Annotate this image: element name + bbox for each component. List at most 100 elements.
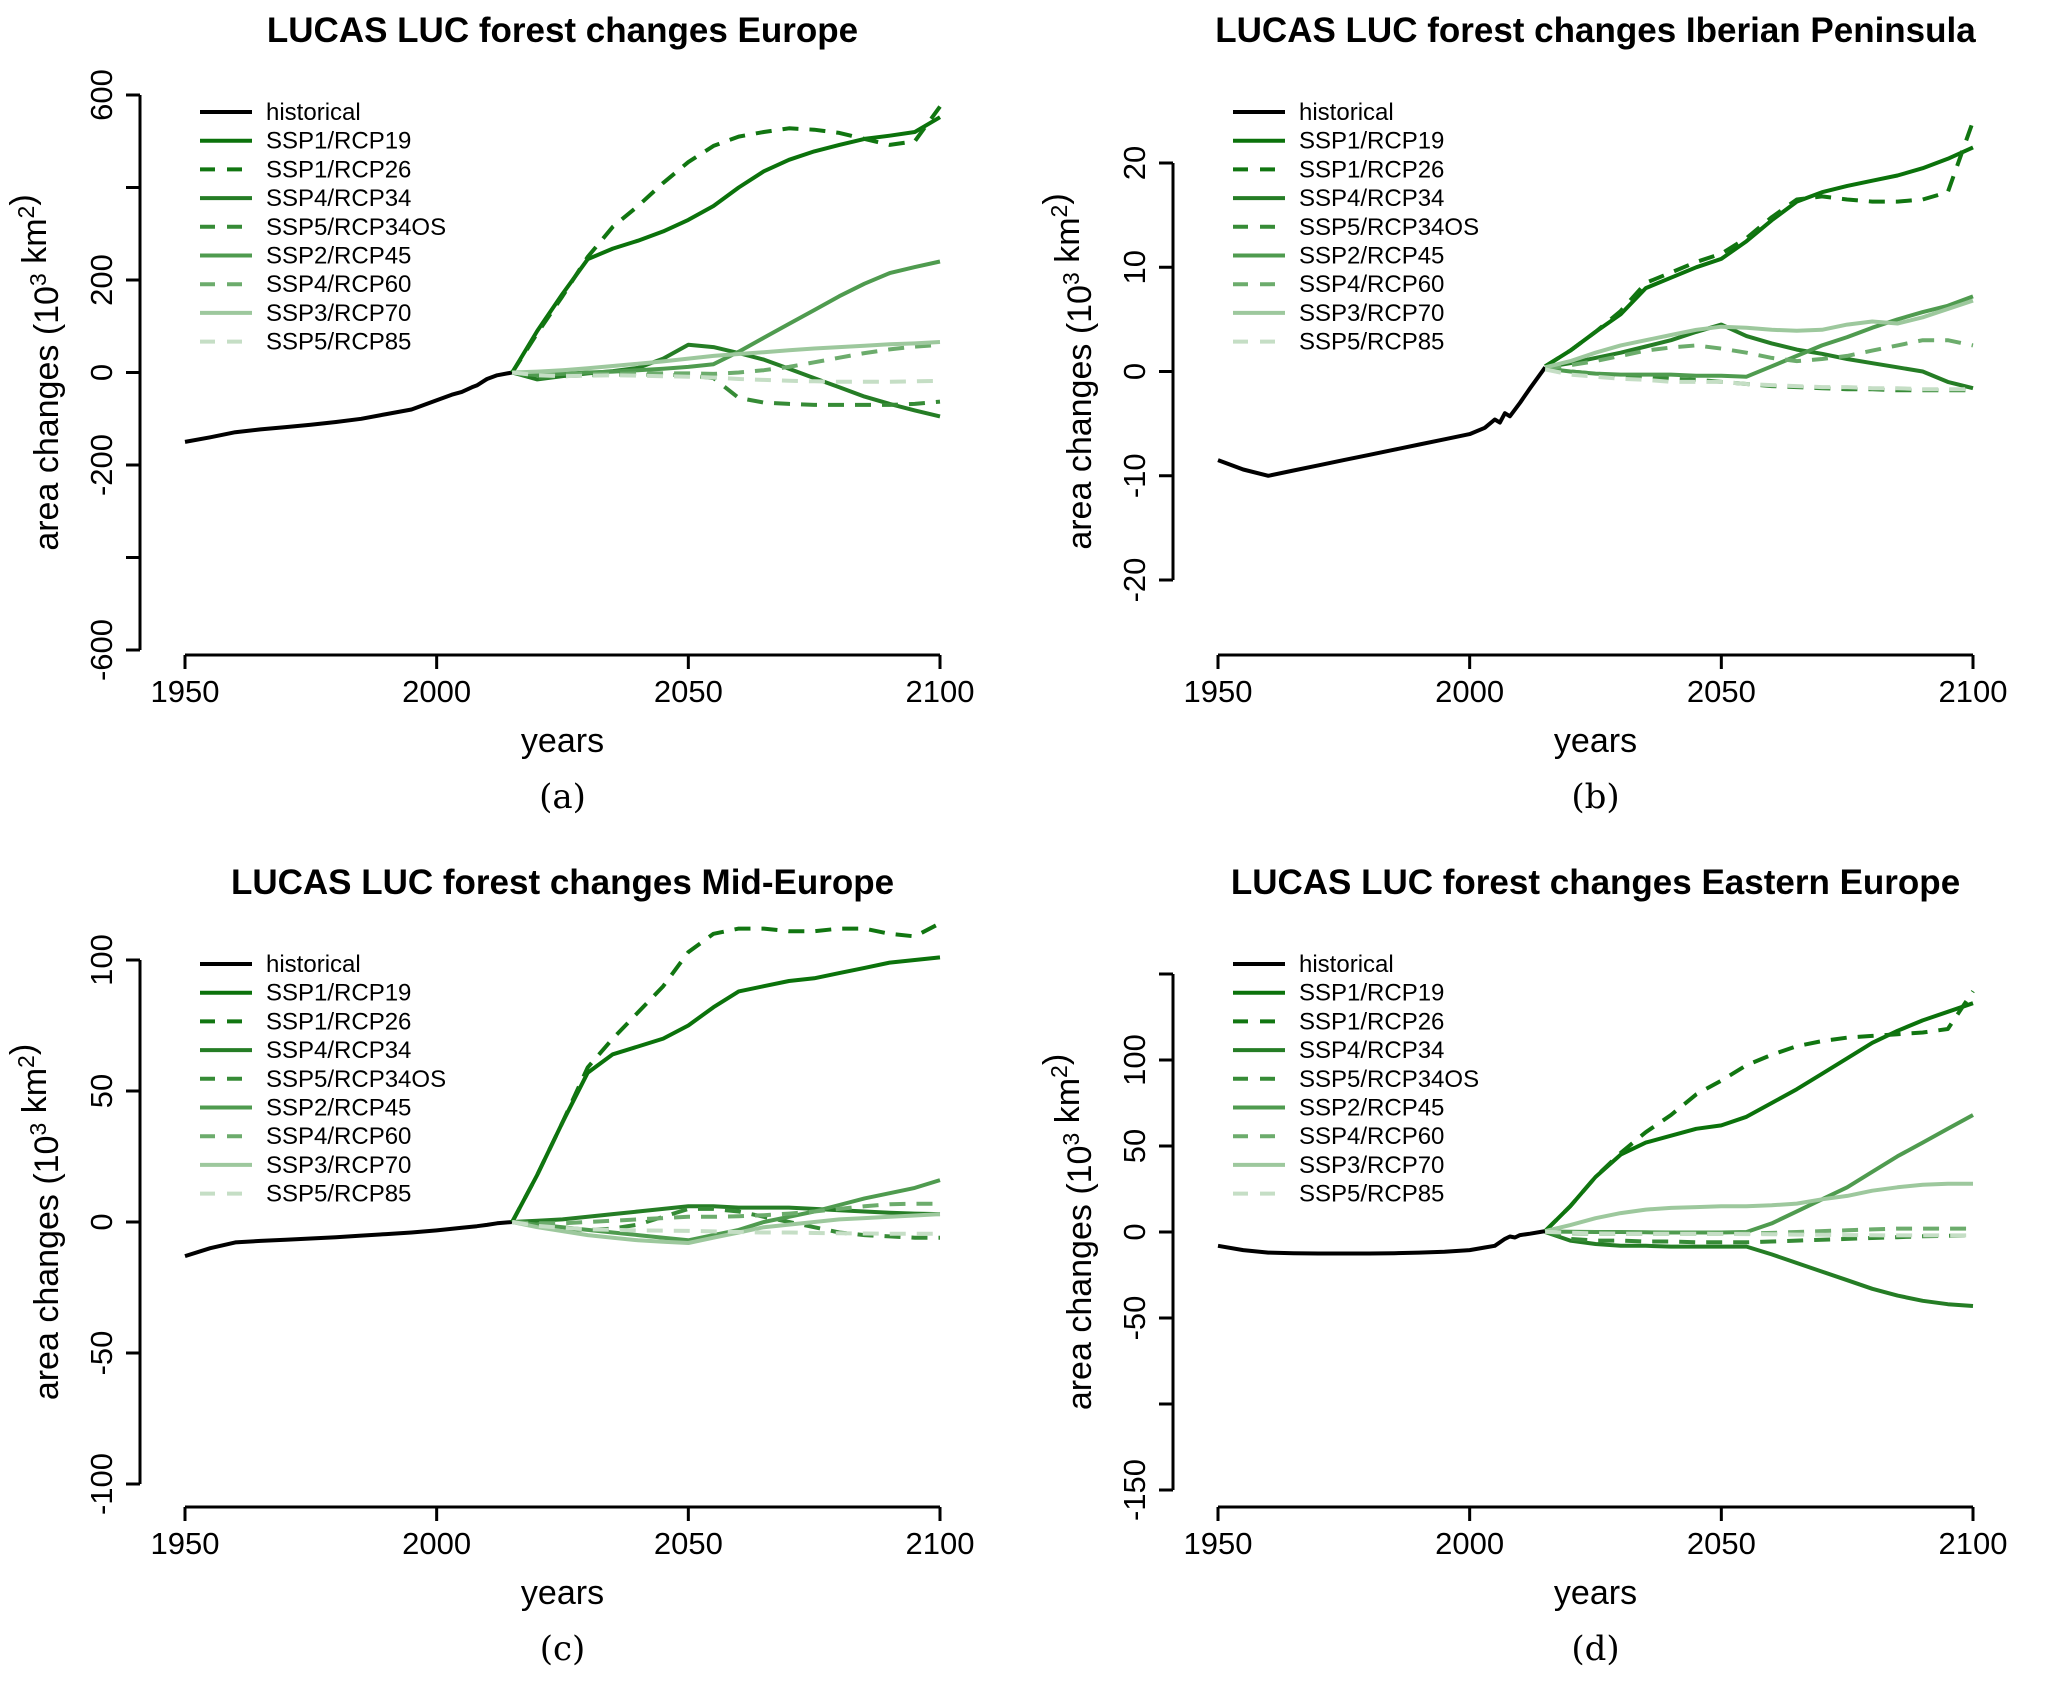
- y-tick-label: -150: [1117, 1459, 1152, 1521]
- legend-label: SSP5/RCP34OS: [266, 1066, 446, 1093]
- series-line-ssp4-rcp60: [1545, 1226, 1973, 1236]
- y-tick-label: 20: [1117, 146, 1152, 180]
- series-line-ssp4-rcp34: [1544, 1230, 1974, 1308]
- legend-label: SSP2/RCP45: [1299, 1095, 1444, 1122]
- series-line-ssp4-rcp34: [1544, 322, 1974, 391]
- y-tick-label: 100: [84, 934, 119, 986]
- x-tick-label: 1950: [151, 1526, 220, 1561]
- y-tick-label: 10: [1117, 250, 1152, 284]
- y-tick-label: 100: [1117, 1034, 1152, 1086]
- y-tick-label: -100: [84, 1453, 119, 1515]
- y-tick-label: 50: [1117, 1129, 1152, 1163]
- series-line-ssp2-rcp45: [1545, 1113, 1974, 1235]
- panel-a: LUCAS LUC forest changes Europe 600 200 0 -2…: [0, 0, 1033, 852]
- series-line-ssp5-rcp85: [1545, 1229, 1973, 1238]
- series-line-ssp1-rcp26: [510, 105, 942, 374]
- x-axis-label: years: [521, 1574, 604, 1612]
- legend-label: SSP1/RCP19: [266, 128, 411, 155]
- series-line-ssp2-rcp45: [511, 259, 941, 378]
- panel-d: LUCAS LUC forest changes Eastern Europe 1…: [1033, 852, 2067, 1704]
- x-tick-label: 1950: [151, 674, 220, 709]
- series-line-ssp3-rcp70: [1544, 1181, 1973, 1234]
- legend-label: SSP5/RCP85: [266, 1181, 411, 1208]
- series-line-ssp1-rcp19: [510, 955, 941, 1223]
- series-line-ssp2-rcp45: [511, 1178, 941, 1243]
- legend-label: SSP1/RCP19: [1299, 128, 1444, 155]
- y-tick-label: 600: [84, 69, 119, 121]
- x-tick-label: 2050: [654, 674, 723, 709]
- panel-c-chart: LUCAS LUC forest changes Mid-Europe 100 50…: [4, 863, 975, 1669]
- x-tick-label: 2000: [1435, 674, 1504, 709]
- series-line-ssp4-rcp34: [512, 1204, 941, 1224]
- y-tick-label: -20: [1117, 558, 1152, 603]
- legend-label: SSP5/RCP34OS: [1299, 1066, 1479, 1093]
- legend-label: historical: [1299, 951, 1394, 978]
- legend-label: SSP4/RCP60: [1299, 271, 1444, 298]
- series-line-historical: [184, 1220, 513, 1259]
- y-tick-label: -600: [84, 619, 119, 681]
- series-line-ssp1-rcp19: [1544, 145, 1974, 368]
- legend-label: SSP3/RCP70: [1299, 1152, 1444, 1179]
- panel-a-chart: LUCAS LUC forest changes Europe6002000-2…: [4, 11, 975, 817]
- x-tick-label: 2100: [906, 674, 975, 709]
- y-tick-label: 0: [84, 364, 119, 381]
- series-line-ssp1-rcp26: [1543, 990, 1975, 1233]
- panel-caption: (c): [540, 1629, 586, 1669]
- panel-title: LUCAS LUC forest changes Iberian Peninsu…: [1215, 11, 1976, 50]
- y-tick-label: -50: [1117, 1296, 1152, 1341]
- legend-label: SSP1/RCP26: [1299, 156, 1444, 183]
- legend-label: historical: [266, 99, 361, 126]
- y-axis-label: area changes (103 km2): [1037, 1054, 1099, 1410]
- x-tick-label: 2000: [402, 1526, 471, 1561]
- legend-label: SSP4/RCP34: [266, 185, 411, 212]
- x-tick-label: 2100: [906, 1526, 975, 1561]
- y-tick-label: -50: [84, 1331, 119, 1376]
- panel-b-chart: LUCAS LUC forest changes Iberian Peninsu…: [1037, 11, 2008, 817]
- series-line-historical: [1217, 1229, 1546, 1256]
- series-line-ssp5-rcp85: [1544, 367, 1973, 392]
- legend-label: SSP1/RCP26: [266, 1008, 411, 1035]
- legend-label: SSP4/RCP34: [1299, 1037, 1444, 1064]
- panel-caption: (b): [1571, 777, 1619, 817]
- y-tick-label: 0: [84, 1213, 119, 1230]
- series-line-ssp3-rcp70: [511, 1212, 941, 1245]
- legend-label: historical: [1299, 99, 1394, 126]
- series-line-historical: [184, 370, 513, 444]
- x-tick-label: 2100: [1939, 674, 2008, 709]
- legend-label: SSP2/RCP45: [266, 243, 411, 270]
- series-line-ssp1-rcp26: [1544, 120, 1975, 368]
- legend-label: SSP5/RCP85: [1299, 1181, 1444, 1208]
- legend-label: SSP4/RCP60: [266, 271, 411, 298]
- x-tick-label: 2050: [654, 1526, 723, 1561]
- y-tick-label: 0: [1117, 1223, 1152, 1240]
- x-tick-label: 2050: [1687, 674, 1756, 709]
- series-line-ssp3-rcp70: [1544, 298, 1974, 370]
- x-axis-label: years: [1554, 722, 1637, 760]
- legend-label: SSP4/RCP60: [1299, 1123, 1444, 1150]
- legend-label: SSP3/RCP70: [1299, 300, 1444, 327]
- legend-label: historical: [266, 951, 361, 978]
- y-tick-label: 50: [84, 1074, 119, 1108]
- y-axis-label: area changes (103 km2): [1037, 193, 1099, 549]
- x-axis-label: years: [1554, 1574, 1637, 1612]
- series-line-ssp1-rcp19: [1543, 1001, 1974, 1233]
- legend-label: SSP3/RCP70: [266, 300, 411, 327]
- x-tick-label: 1950: [1184, 1526, 1253, 1561]
- series-line-ssp5-rcp85: [511, 370, 941, 384]
- legend-label: SSP4/RCP60: [266, 1123, 411, 1150]
- panel-title: LUCAS LUC forest changes Europe: [267, 11, 858, 50]
- legend-label: SSP4/RCP34: [1299, 185, 1444, 212]
- panel-c: LUCAS LUC forest changes Mid-Europe 100 50…: [0, 852, 1033, 1704]
- series-line-ssp4-rcp60: [512, 342, 941, 377]
- x-tick-label: 1950: [1184, 674, 1253, 709]
- y-tick-label: 0: [1117, 363, 1152, 380]
- legend-label: SSP5/RCP34OS: [266, 214, 446, 241]
- panel-title: LUCAS LUC forest changes Eastern Europe: [1231, 863, 1960, 902]
- y-tick-label: -200: [84, 434, 119, 496]
- legend-label: SSP1/RCP26: [266, 156, 411, 183]
- legend-label: SSP2/RCP45: [1299, 243, 1444, 270]
- y-axis-label: area changes (103 km2): [4, 1044, 66, 1400]
- legend-label: SSP1/RCP26: [1299, 1008, 1444, 1035]
- x-tick-label: 2000: [1435, 1526, 1504, 1561]
